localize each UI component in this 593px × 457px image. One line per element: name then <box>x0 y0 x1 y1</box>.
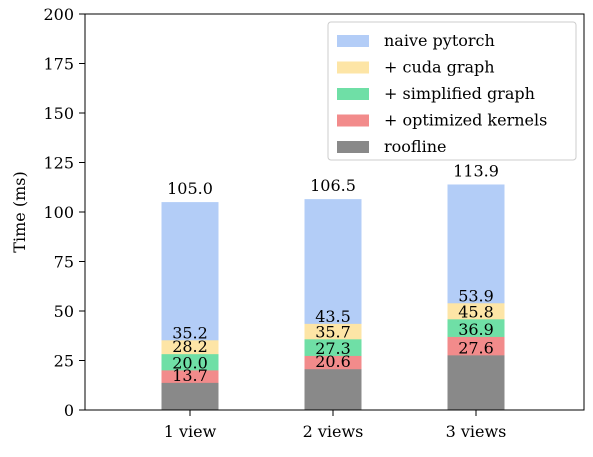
legend-swatch <box>337 88 369 100</box>
x-tick-label: 2 views <box>303 422 364 441</box>
legend: naive pytorch + cuda graph + simplified gr… <box>327 21 577 161</box>
data-label: 36.9 <box>458 320 494 339</box>
y-tick-label: 150 <box>43 104 74 123</box>
data-label: 53.9 <box>458 286 494 305</box>
legend-label: + cuda graph <box>384 58 495 77</box>
data-label: 27.3 <box>315 339 351 358</box>
legend-box <box>327 21 577 161</box>
data-label: 35.7 <box>315 322 351 341</box>
y-tick-label: 200 <box>43 5 74 24</box>
data-label: 105.0 <box>167 179 213 198</box>
legend-label: + optimized kernels <box>384 111 547 130</box>
data-label: 28.2 <box>172 337 208 356</box>
y-axis-title: Time (ms) <box>10 171 29 252</box>
legend-swatch <box>337 114 369 127</box>
legend-swatch <box>337 141 369 153</box>
bar-roofline-2 <box>304 369 362 410</box>
legend-label: naive pytorch <box>384 31 495 50</box>
y-tick-label: 125 <box>43 154 74 173</box>
y-tick-label: 75 <box>54 253 74 272</box>
y-tick-label: 100 <box>43 203 74 222</box>
y-tick-label: 175 <box>43 55 74 74</box>
y-tick-label: 50 <box>54 302 74 321</box>
data-labels-layer: 105.0 106.5 113.9 35.2 43.5 53.9 28.2 35.7 45.8 2… <box>167 161 499 384</box>
data-label: 43.5 <box>315 307 351 326</box>
axes-layer: 0 25 50 75 100 125 150 175 200 1 view 2 views 3 vie… <box>10 5 585 441</box>
bars-layer <box>161 184 505 410</box>
legend-label: roofline <box>384 137 446 156</box>
legend-swatch <box>337 61 369 74</box>
data-label: 20.6 <box>315 352 351 371</box>
data-label: 27.6 <box>458 338 494 357</box>
x-tick-label: 1 view <box>164 422 217 441</box>
data-label: 113.9 <box>453 161 499 180</box>
data-label: 13.7 <box>172 366 208 385</box>
legend-swatch <box>337 35 369 47</box>
y-tick-label: 0 <box>64 401 74 420</box>
x-tick-label: 3 views <box>446 422 507 441</box>
data-label: 106.5 <box>310 176 356 195</box>
bar-roofline-1 <box>161 382 219 410</box>
y-tick-label: 25 <box>54 352 74 371</box>
data-label: 20.0 <box>172 353 208 372</box>
legend-label: + simplified graph <box>384 84 535 103</box>
data-label: 45.8 <box>458 302 494 321</box>
bar-roofline-3 <box>447 355 505 410</box>
data-label: 35.2 <box>172 323 208 342</box>
